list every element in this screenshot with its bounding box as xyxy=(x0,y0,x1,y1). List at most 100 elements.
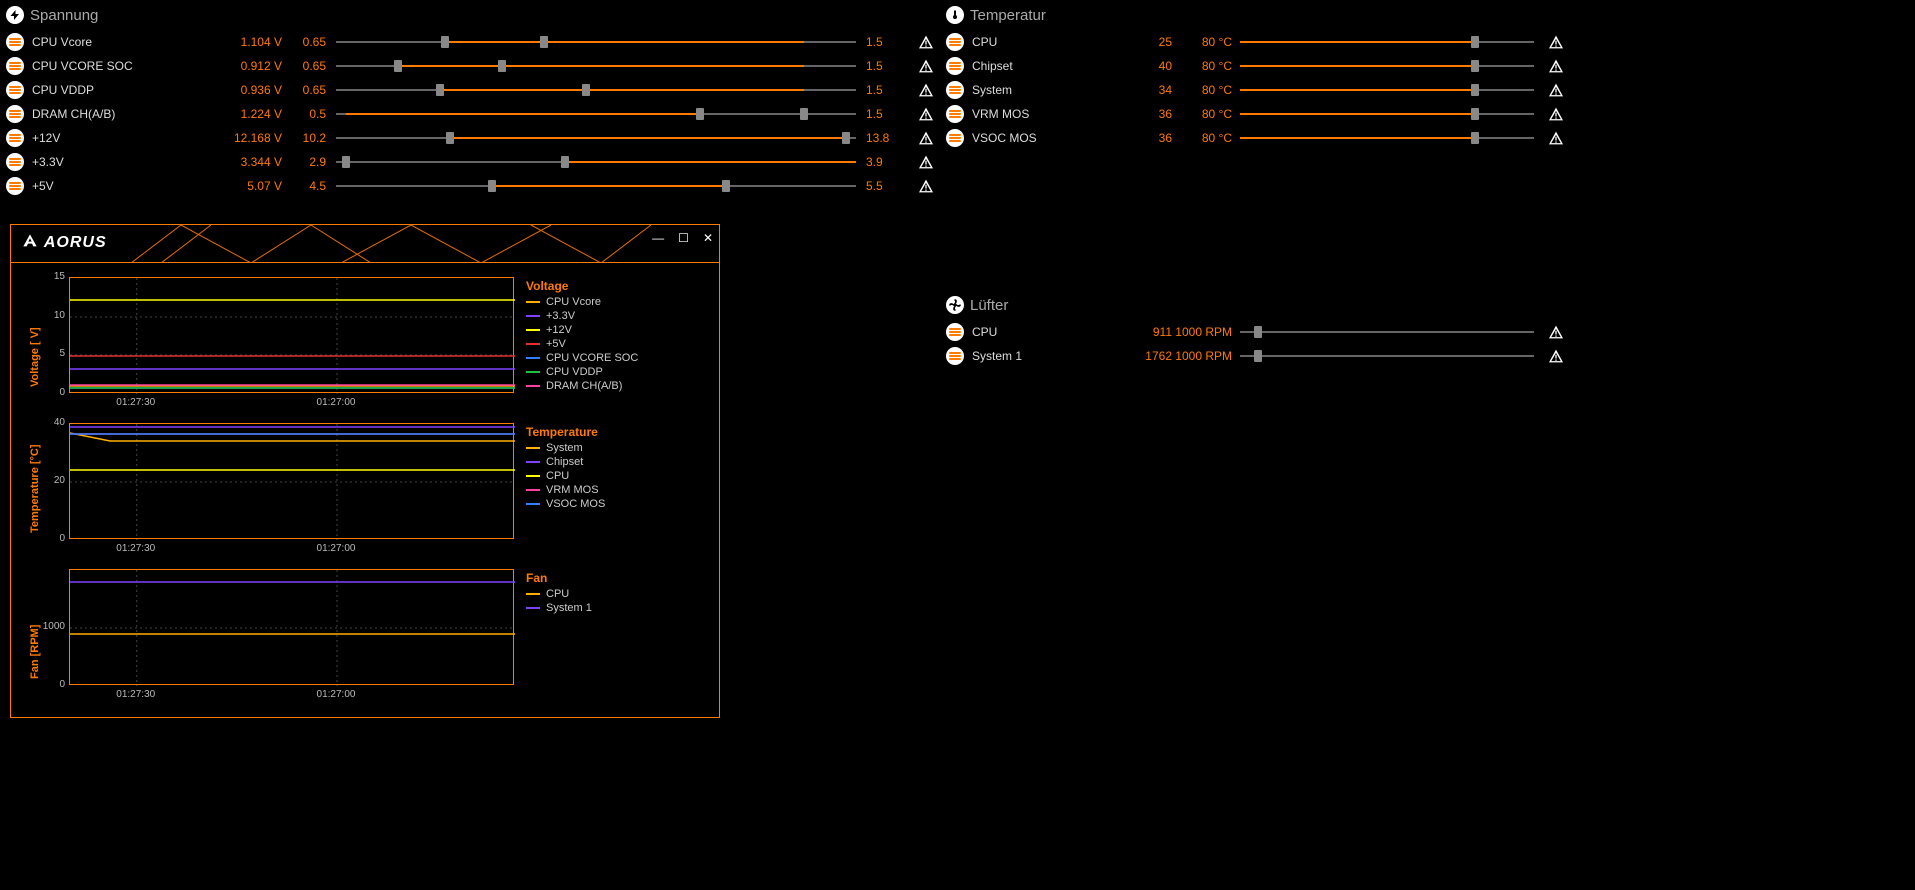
slider-handle[interactable] xyxy=(1471,60,1479,72)
slider-handle-high[interactable] xyxy=(842,132,850,144)
warning-icon[interactable] xyxy=(918,155,934,169)
temp-slider[interactable] xyxy=(1240,135,1534,141)
temp-threshold: 80 °C xyxy=(1172,107,1232,121)
slider-handle-low[interactable] xyxy=(436,84,444,96)
chart-ytick: 0 xyxy=(35,387,65,398)
voltage-value: 0.912 V xyxy=(212,59,282,73)
warning-icon[interactable] xyxy=(1548,83,1564,97)
warning-icon[interactable] xyxy=(918,131,934,145)
warning-icon[interactable] xyxy=(1548,131,1564,145)
legend-item: +5V xyxy=(526,337,638,351)
fan-slider[interactable] xyxy=(1240,329,1534,335)
slider-handle-low[interactable] xyxy=(394,60,402,72)
voltage-label: +12V xyxy=(32,131,212,145)
slider-handle-high[interactable] xyxy=(800,108,808,120)
legend-item: CPU VCORE SOC xyxy=(526,351,638,365)
warning-icon[interactable] xyxy=(918,35,934,49)
temp-value: 36 xyxy=(1112,131,1172,145)
slider-handle[interactable] xyxy=(1471,84,1479,96)
temp-slider[interactable] xyxy=(1240,87,1534,93)
slider-handle-low[interactable] xyxy=(342,156,350,168)
fan-label: System 1 xyxy=(972,349,1112,363)
right-column: Temperatur CPU2580 °CChipset4080 °CSyste… xyxy=(940,0,1570,444)
slider-handle[interactable] xyxy=(1471,108,1479,120)
slider-handle-high[interactable] xyxy=(722,180,730,192)
slider-handle-high[interactable] xyxy=(582,84,590,96)
slider-handle[interactable] xyxy=(1471,36,1479,48)
voltage-slider[interactable] xyxy=(336,183,856,189)
warning-icon[interactable] xyxy=(1548,35,1564,49)
legend-item: Chipset xyxy=(526,455,605,469)
sensor-icon xyxy=(6,81,24,99)
voltage-slider[interactable] xyxy=(336,39,856,45)
close-button[interactable]: ✕ xyxy=(703,231,713,245)
chart-panel-temperature: Temperature [°C]4020001:27:3001:27:00Tem… xyxy=(19,415,711,555)
legend-item: VRM MOS xyxy=(526,483,605,497)
warning-icon[interactable] xyxy=(918,107,934,121)
voltage-slider[interactable] xyxy=(336,135,856,141)
sensor-icon xyxy=(6,177,24,195)
chart-area xyxy=(69,569,514,685)
voltage-slider[interactable] xyxy=(336,63,856,69)
temp-value: 36 xyxy=(1112,107,1172,121)
sensor-icon xyxy=(946,129,964,147)
maximize-button[interactable]: ☐ xyxy=(678,231,689,245)
temp-slider[interactable] xyxy=(1240,111,1534,117)
slider-handle-low[interactable] xyxy=(441,36,449,48)
temperature-row: VRM MOS3680 °C xyxy=(940,102,1570,126)
slider-handle-low[interactable] xyxy=(696,108,704,120)
temperature-section: Temperatur CPU2580 °CChipset4080 °CSyste… xyxy=(940,4,1570,154)
voltage-slider[interactable] xyxy=(336,159,856,165)
slider-handle-low[interactable] xyxy=(488,180,496,192)
voltage-slider[interactable] xyxy=(336,87,856,93)
temp-slider[interactable] xyxy=(1240,63,1534,69)
slider-handle[interactable] xyxy=(1471,132,1479,144)
fan-title: Lüfter xyxy=(970,297,1008,314)
fan-slider[interactable] xyxy=(1240,353,1534,359)
voltage-row: DRAM CH(A/B)1.224 V0.51.5 xyxy=(0,102,940,126)
warning-icon[interactable] xyxy=(918,59,934,73)
chart-ytick: 15 xyxy=(35,271,65,282)
sensor-icon xyxy=(946,105,964,123)
voltage-label: +3.3V xyxy=(32,155,212,169)
temperature-row: CPU2580 °C xyxy=(940,30,1570,54)
chart-xtick: 01:27:30 xyxy=(106,689,166,700)
warning-icon[interactable] xyxy=(918,179,934,193)
minimize-button[interactable]: — xyxy=(652,231,664,245)
legend-item: CPU Vcore xyxy=(526,295,638,309)
legend-item: +3.3V xyxy=(526,309,638,323)
voltage-min: 4.5 xyxy=(282,179,326,193)
chart-titlebar[interactable]: AORUS — ☐ ✕ xyxy=(11,225,719,263)
temp-slider[interactable] xyxy=(1240,39,1534,45)
warning-icon[interactable] xyxy=(1548,107,1564,121)
slider-handle[interactable] xyxy=(1254,326,1262,338)
aorus-chart-window[interactable]: AORUS — ☐ ✕ Voltage [ V]15105001:27:3001… xyxy=(10,224,720,718)
fan-value: 911 xyxy=(1112,325,1172,339)
chart-xtick: 01:27:00 xyxy=(306,689,366,700)
chart-area xyxy=(69,423,514,539)
warning-icon[interactable] xyxy=(1548,59,1564,73)
warning-icon[interactable] xyxy=(1548,349,1564,363)
fan-row: CPU9111000 RPM xyxy=(940,320,1570,344)
sensor-icon xyxy=(6,57,24,75)
voltage-value: 0.936 V xyxy=(212,83,282,97)
sensor-icon xyxy=(946,81,964,99)
temperature-title: Temperatur xyxy=(970,7,1046,24)
warning-icon[interactable] xyxy=(918,83,934,97)
thermometer-icon xyxy=(946,6,964,24)
aorus-logo: AORUS xyxy=(21,233,107,252)
warning-icon[interactable] xyxy=(1548,325,1564,339)
legend-item: VSOC MOS xyxy=(526,497,605,511)
slider-handle-low[interactable] xyxy=(446,132,454,144)
chart-legend: TemperatureSystemChipsetCPUVRM MOSVSOC M… xyxy=(526,425,605,511)
slider-handle-high[interactable] xyxy=(540,36,548,48)
voltage-label: +5V xyxy=(32,179,212,193)
chart-ytick: 10 xyxy=(35,310,65,321)
chart-ytick: 5 xyxy=(35,348,65,359)
slider-handle-high[interactable] xyxy=(561,156,569,168)
voltage-slider[interactable] xyxy=(336,111,856,117)
sensor-icon xyxy=(946,347,964,365)
slider-handle-high[interactable] xyxy=(498,60,506,72)
slider-handle[interactable] xyxy=(1254,350,1262,362)
voltage-label: CPU VDDP xyxy=(32,83,212,97)
